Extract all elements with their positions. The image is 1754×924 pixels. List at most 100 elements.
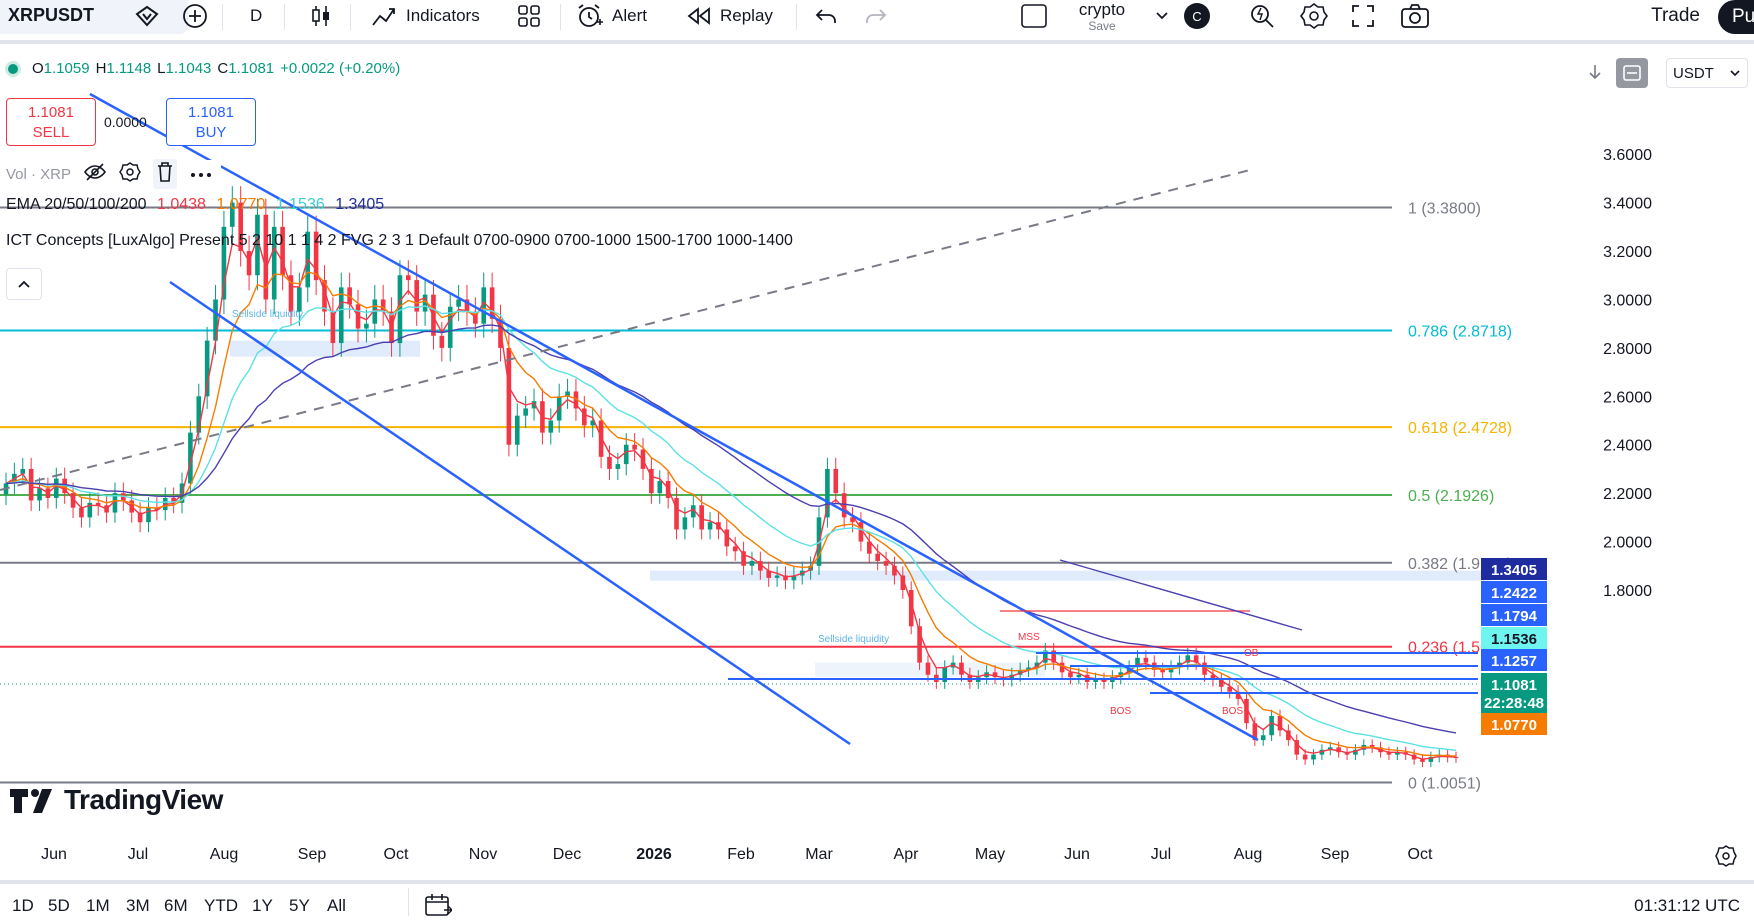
arrow-down-icon[interactable]	[1586, 62, 1604, 85]
indicators-button[interactable]: Indicators	[370, 0, 480, 32]
candle-body	[690, 505, 696, 518]
candle-body	[37, 488, 42, 501]
price-tick-label: 1.8000	[1603, 583, 1652, 600]
buy-button[interactable]: 1.1081 BUY	[166, 98, 256, 146]
range-button-5y[interactable]: 5Y	[289, 896, 310, 915]
price-tag: 1.3405	[1481, 558, 1547, 580]
candle-body	[70, 493, 76, 508]
price-tag: 1.2422	[1481, 581, 1547, 603]
candle-body	[1302, 754, 1308, 760]
camera-icon[interactable]	[1400, 0, 1430, 32]
range-button-1y[interactable]: 1Y	[252, 896, 273, 915]
trade-button[interactable]: Trade	[1651, 5, 1700, 26]
candle-body	[313, 231, 319, 281]
trash-icon[interactable]	[153, 159, 178, 189]
candle-body	[1277, 715, 1283, 731]
bos-label: BOS	[1222, 706, 1243, 717]
candle-body	[531, 401, 537, 409]
range-button-ytd[interactable]: YTD	[204, 896, 238, 915]
currency-select[interactable]: USDT	[1666, 58, 1748, 88]
logo-text: TradingView	[64, 784, 223, 815]
auto-scale-button[interactable]	[1616, 58, 1648, 88]
eye-hidden-icon[interactable]	[83, 162, 107, 186]
interval-button[interactable]: D	[250, 6, 263, 25]
high-value: 1.1148	[106, 60, 152, 77]
candle-body	[456, 299, 461, 307]
replay-button[interactable]: Replay	[686, 0, 773, 32]
candle-body	[280, 226, 285, 276]
range-button-1d[interactable]: 1D	[12, 896, 34, 915]
candle-body	[1244, 698, 1249, 724]
symbol-search[interactable]: XRPUSDT	[0, 0, 188, 34]
range-button-all[interactable]: All	[327, 896, 346, 915]
layout-name-button[interactable]: crypto Save	[1070, 0, 1134, 33]
time-axis-label: Sep	[297, 846, 327, 863]
price-tick-label: 2.6000	[1603, 389, 1652, 406]
ict-concepts-legend[interactable]: ICT Concepts [LuxAlgo] Present 5 2 10 1 …	[6, 232, 793, 249]
time-axis-label: Mar	[805, 846, 833, 863]
time-axis-label: Feb	[727, 846, 755, 863]
price-tick-label: 3.6000	[1603, 147, 1652, 164]
candle-body	[649, 468, 654, 494]
price-chart[interactable]: 3.6000 3.4000 3.2000 3.0000 2.8000 2.6000 2.40…	[0, 48, 1754, 836]
currency-label: USDT	[1673, 64, 1714, 82]
time-axis[interactable]: Jun Jul Aug Sep Oct Nov Dec 2026 Feb Mar Apr May Jun…	[0, 836, 1754, 876]
price-tag-background	[1481, 581, 1547, 603]
candle-body	[598, 420, 604, 457]
close-value: 1.1081	[228, 60, 275, 77]
chevron-down-icon[interactable]	[1154, 0, 1170, 32]
range-button-1m[interactable]: 1M	[86, 896, 110, 915]
volume-indicator-legend[interactable]: Vol · XRP	[6, 159, 222, 189]
price-tag-label: 1.1794	[1491, 608, 1538, 625]
fullscreen-icon[interactable]	[1350, 0, 1376, 32]
quick-search-icon[interactable]	[1248, 0, 1276, 32]
candle-body	[992, 672, 998, 678]
candle-body	[288, 275, 294, 312]
candle-body	[657, 481, 663, 494]
top-toolbar: XRPUSDT D Indicators Alert Replay crypto	[0, 0, 1754, 44]
order-block-label: OB	[1244, 648, 1259, 659]
candle-body	[682, 517, 688, 530]
candle-body	[1043, 650, 1048, 663]
time-axis-label: Nov	[468, 846, 498, 863]
avatar[interactable]: C	[1184, 3, 1210, 29]
add-symbol-icon[interactable]	[182, 0, 208, 32]
range-button-5d[interactable]: 5D	[48, 896, 70, 915]
tradingview-logo[interactable]: TradingView	[8, 784, 223, 816]
candle-body	[623, 444, 629, 465]
more-options-icon[interactable]	[189, 166, 213, 183]
price-tick-label: 2.2000	[1603, 486, 1652, 503]
chart-area[interactable]: 3.6000 3.4000 3.2000 3.0000 2.8000 2.6000 2.40…	[0, 48, 1754, 836]
utc-clock[interactable]: 01:31:12 UTC	[1634, 896, 1740, 915]
candle-body	[1219, 679, 1224, 687]
candle-body	[439, 335, 445, 348]
fib-level-label: 1 (3.3800)	[1408, 200, 1481, 217]
axis-settings-icon[interactable]	[1714, 844, 1738, 871]
candle-body	[883, 560, 889, 566]
candle-body	[1227, 686, 1233, 692]
redo-icon[interactable]	[864, 0, 888, 32]
candle-body	[171, 498, 176, 503]
candle-body	[749, 560, 755, 566]
time-axis-label: May	[974, 846, 1006, 863]
undo-icon[interactable]	[814, 0, 838, 32]
alert-button[interactable]: Alert	[576, 0, 647, 32]
price-tick-label: 2.8000	[1603, 341, 1652, 358]
ema-legend[interactable]: EMA 20/50/100/200 1.0438 1.0770 1.1536 1…	[6, 196, 384, 214]
settings-gear-icon[interactable]	[119, 161, 141, 187]
collapse-legend-button[interactable]	[6, 268, 42, 300]
candle-body	[900, 575, 906, 590]
settings-gear-icon[interactable]	[1300, 0, 1328, 32]
candle-body	[1260, 735, 1266, 741]
publish-button[interactable]: Pu	[1718, 0, 1754, 34]
watchlist-icon[interactable]	[134, 5, 160, 30]
range-button-6m[interactable]: 6M	[164, 896, 188, 915]
templates-icon[interactable]	[516, 0, 542, 32]
sell-button[interactable]: 1.1081 SELL	[6, 98, 96, 146]
candle-body	[1353, 749, 1358, 755]
range-button-3m[interactable]: 3M	[126, 896, 150, 915]
calendar-icon[interactable]	[424, 892, 453, 921]
layout-square-icon[interactable]	[1020, 0, 1048, 32]
price-tag-label: 1.2422	[1491, 585, 1537, 602]
candles-type-icon[interactable]	[308, 0, 334, 32]
